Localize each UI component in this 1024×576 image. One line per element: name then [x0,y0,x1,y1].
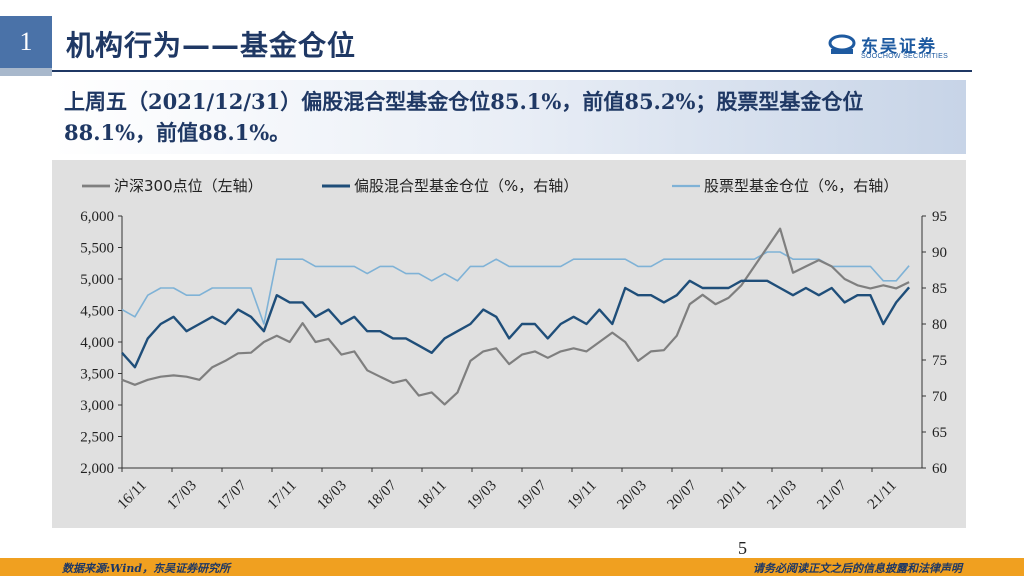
series-line-1 [121,279,911,369]
footer-source: 数据来源:Wind，东吴证券研究所 [62,562,231,575]
slide-number-shadow [0,68,52,76]
y-left-tick-label: 5,000 [80,272,114,288]
slide-title: 机构行为——基金仓位 [66,29,357,62]
slide-number: 1 [0,16,52,68]
y-right-tick-label: 65 [932,425,947,441]
page-number: 5 [738,538,747,558]
series-line-0 [121,227,910,406]
x-tick-label: 18/11 [415,478,450,513]
x-tick-label: 19/11 [565,478,600,513]
chart-svg: 2,000 2,500 3,000 3,500 4,000 4,500 5,000 5,500… [80,177,947,513]
x-tick-label: 21/11 [865,478,900,513]
x-tick-label: 18/03 [314,478,349,513]
y-right-tick-label: 75 [932,353,947,369]
x-tick-label: 17/07 [214,477,250,513]
y-left-tick-label: 4,500 [80,304,114,320]
x-tick-label: 17/11 [265,478,300,513]
x-tick-label: 17/03 [164,478,199,513]
y-right-tick-label: 85 [932,281,947,297]
y-right-tick-label: 60 [932,461,947,477]
y-left-tick-label: 3,000 [80,398,114,414]
legend-label-1: 偏股混合型基金仓位（%，右轴） [354,177,578,195]
x-tick-label: 20/11 [715,478,750,513]
position-chart: 2,000 2,500 3,000 3,500 4,000 4,500 5,000 5,500… [52,160,966,528]
x-tick-label: 19/03 [464,478,499,513]
x-tick-label: 20/03 [614,478,649,513]
footer-bar: 数据来源:Wind，东吴证券研究所 请务必阅读正文之后的信息披露和法律声明 [0,558,1024,576]
x-tick-label: 21/03 [764,478,799,513]
title-underline [52,70,972,72]
y-right-tick-label: 80 [932,317,947,333]
x-tick-label: 21/07 [814,477,850,513]
summary-text: 上周五（2021/12/31）偏股混合型基金仓位85.1%，前值85.2%；股票… [64,89,864,145]
legend-label-2: 股票型基金仓位（%，右轴） [704,177,898,195]
legend-label-0: 沪深300点位（左轴） [114,177,263,195]
y-right-tick-label: 70 [932,389,947,405]
series-line-2 [121,251,910,325]
y-left-tick-label: 2,000 [80,461,114,477]
y-right-tick-label: 95 [932,209,947,225]
y-right-tick-label: 90 [932,245,947,261]
y-left-tick-label: 4,000 [80,335,114,351]
footer-disclaimer: 请务必阅读正文之后的信息披露和法律声明 [753,562,962,575]
x-tick-label: 18/07 [364,477,400,513]
y-left-tick-label: 6,000 [80,209,114,225]
logo-name: 东吴证券 [861,37,937,57]
company-logo: 东吴证券 SOOCHOW SECURITIES [828,32,972,62]
logo-subtitle: SOOCHOW SECURITIES [861,53,949,60]
summary-box: 上周五（2021/12/31）偏股混合型基金仓位85.1%，前值85.2%；股票… [52,80,966,154]
y-left-tick-label: 3,500 [80,367,114,383]
x-tick-label: 16/11 [115,478,150,513]
y-left-tick-label: 5,500 [80,241,114,257]
y-left-tick-label: 2,500 [80,430,114,446]
soochow-logo-icon [828,34,856,54]
x-tick-label: 19/07 [514,477,550,513]
x-tick-label: 20/07 [664,477,700,513]
